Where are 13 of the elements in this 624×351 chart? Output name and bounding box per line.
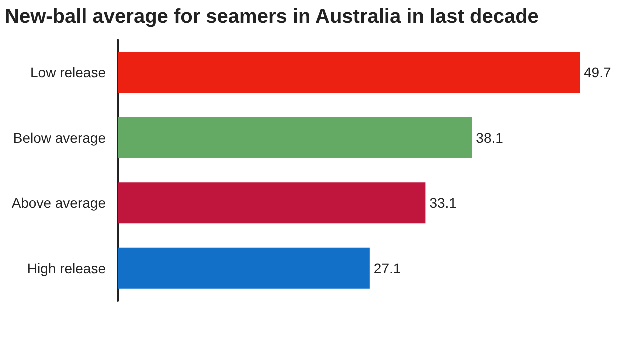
data-label: 27.1: [374, 260, 402, 276]
y-tick-label: Low release: [30, 64, 106, 81]
y-tick-label: Below average: [13, 130, 106, 146]
y-tick-label: Above average: [12, 195, 106, 212]
bar: [118, 248, 370, 289]
bar: [118, 52, 580, 94]
y-tick-label: High release: [27, 260, 106, 276]
bar: [118, 117, 472, 158]
chart-title: New-ball average for seamers in Australia in last decade: [5, 6, 539, 28]
data-label: 38.1: [476, 130, 504, 146]
bar: [118, 182, 426, 224]
data-label: 33.1: [430, 195, 458, 212]
data-label: 49.7: [584, 64, 612, 81]
